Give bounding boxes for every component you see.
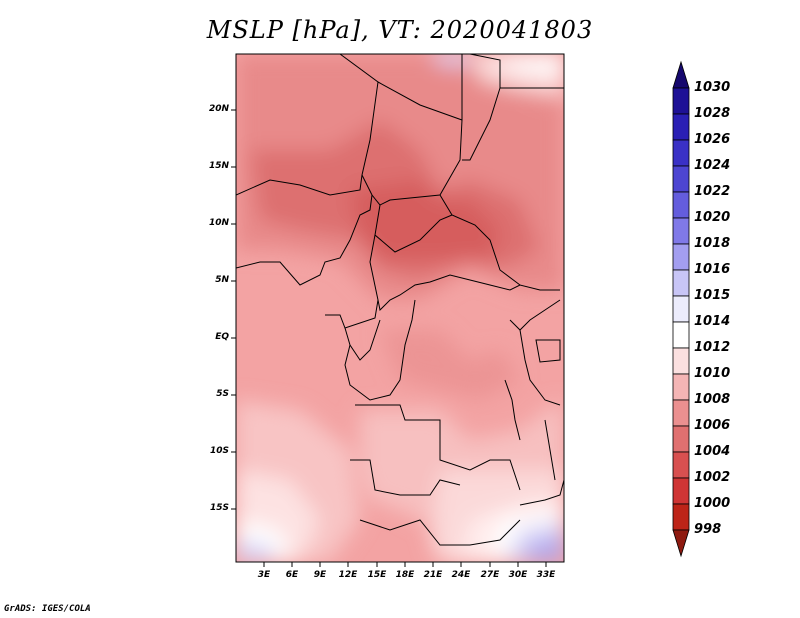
colorbar-label-1012: 1012	[694, 340, 731, 355]
colorbar-segment	[672, 269, 690, 297]
lon-label-21e: 21E	[423, 570, 443, 580]
lon-label-18e: 18E	[395, 570, 415, 580]
colorbar-segment	[672, 60, 690, 89]
colorbar-segment	[672, 243, 690, 271]
colorbar-segment	[672, 425, 690, 453]
colorbar-segment	[672, 399, 690, 427]
pressure-field	[236, 54, 564, 562]
colorbar-label-1004: 1004	[694, 444, 731, 459]
colorbar-label-1016: 1016	[694, 262, 731, 277]
colorbar-segment	[672, 295, 690, 323]
colorbar-segment	[672, 477, 690, 505]
colorbar-label-1024: 1024	[694, 158, 731, 173]
lon-label-12e: 12E	[338, 570, 358, 580]
lon-label-30e: 30E	[508, 570, 528, 580]
axis-ticks	[231, 109, 547, 567]
grads-credit: GrADS: IGES/COLA	[4, 604, 91, 614]
colorbar-label-1002: 1002	[694, 470, 731, 485]
colorbar-segments	[672, 60, 690, 558]
colorbar-label-1026: 1026	[694, 132, 731, 147]
colorbar-segment	[672, 373, 690, 401]
colorbar-segment	[672, 321, 690, 349]
colorbar-label-1022: 1022	[694, 184, 731, 199]
lat-label-10n: 10N	[208, 218, 229, 228]
colorbar-label-1014: 1014	[694, 314, 731, 329]
colorbar-label-1018: 1018	[694, 236, 731, 251]
colorbar-segment	[672, 347, 690, 375]
colorbar-segment	[672, 529, 690, 558]
colorbar-segment	[672, 87, 690, 115]
colorbar-label-1008: 1008	[694, 392, 731, 407]
colorbar-label-1000: 1000	[694, 496, 731, 511]
colorbar-label-1020: 1020	[694, 210, 731, 225]
colorbar-label-1030: 1030	[694, 80, 731, 95]
lon-label-3e: 3E	[257, 570, 271, 580]
lon-label-9e: 9E	[313, 570, 327, 580]
lat-label-5s: 5S	[216, 389, 229, 399]
colorbar-segment	[672, 503, 690, 531]
lon-label-27e: 27E	[480, 570, 500, 580]
colorbar-segment	[672, 191, 690, 219]
country-borders	[236, 54, 564, 546]
lat-label-20n: 20N	[208, 104, 229, 114]
colorbar-segment	[672, 139, 690, 167]
lon-label-15e: 15E	[367, 570, 387, 580]
lat-label-eq: EQ	[215, 332, 229, 342]
colorbar-label-998: 998	[694, 522, 722, 537]
lon-label-24e: 24E	[451, 570, 471, 580]
colorbar-segment	[672, 451, 690, 479]
lat-label-15s: 15S	[209, 503, 229, 513]
colorbar-segment	[672, 217, 690, 245]
lat-label-10s: 10S	[209, 446, 229, 456]
lon-label-33e: 33E	[536, 570, 556, 580]
lat-label-5n: 5N	[215, 275, 229, 285]
lat-label-15n: 15N	[208, 161, 229, 171]
colorbar-label-1006: 1006	[694, 418, 731, 433]
colorbar-label-1015: 1015	[694, 288, 731, 303]
colorbar-label-1010: 1010	[694, 366, 731, 381]
map-frame	[235, 53, 565, 563]
chart-title: MSLP [hPa], VT: 2020041803	[206, 16, 594, 44]
lon-label-6e: 6E	[285, 570, 299, 580]
colorbar-segment	[672, 165, 690, 193]
colorbar-label-1028: 1028	[694, 106, 731, 121]
colorbar-segment	[672, 113, 690, 141]
